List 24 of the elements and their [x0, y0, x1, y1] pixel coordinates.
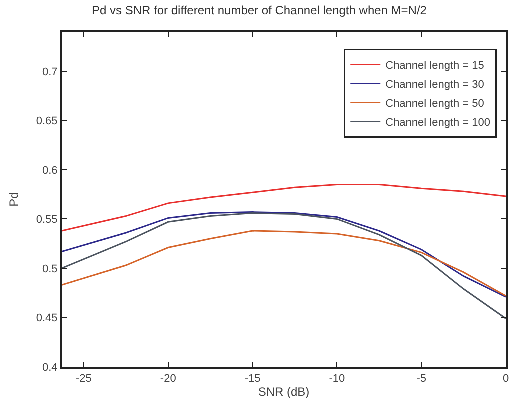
- x-tick-label: -10: [329, 373, 346, 386]
- line-series: [62, 212, 506, 320]
- y-tick-label: 0.55: [36, 214, 58, 226]
- line-series: [62, 230, 506, 297]
- x-tick-label: -15: [244, 373, 261, 386]
- y-tick-label: 0.6: [42, 164, 58, 177]
- y-tick-label: 0.4: [42, 362, 58, 374]
- y-tick-label: 0.5: [42, 263, 58, 276]
- legend-label: Channel length = 30: [386, 79, 484, 92]
- x-tick-label: -25: [76, 373, 92, 386]
- x-tick-label: -20: [160, 373, 176, 386]
- legend-label: Channel length = 15: [386, 60, 484, 72]
- y-tick-label: 0.45: [36, 312, 58, 325]
- line-series: [62, 184, 506, 232]
- line-series: [62, 212, 506, 298]
- chart-title: Pd vs SNR for different number of Channel length when M=N/2: [92, 4, 428, 18]
- y-axis-title: Pd: [7, 192, 22, 207]
- legend-label: Channel length = 50: [386, 98, 484, 110]
- x-tick-label: -5: [416, 373, 426, 386]
- legend-label: Channel length = 100: [386, 117, 491, 130]
- x-tick-label: 0: [502, 373, 510, 386]
- y-tick-label: 0.65: [36, 116, 58, 128]
- x-axis-title: SNR (dB): [258, 385, 310, 400]
- y-tick-label: 0.7: [42, 66, 58, 78]
